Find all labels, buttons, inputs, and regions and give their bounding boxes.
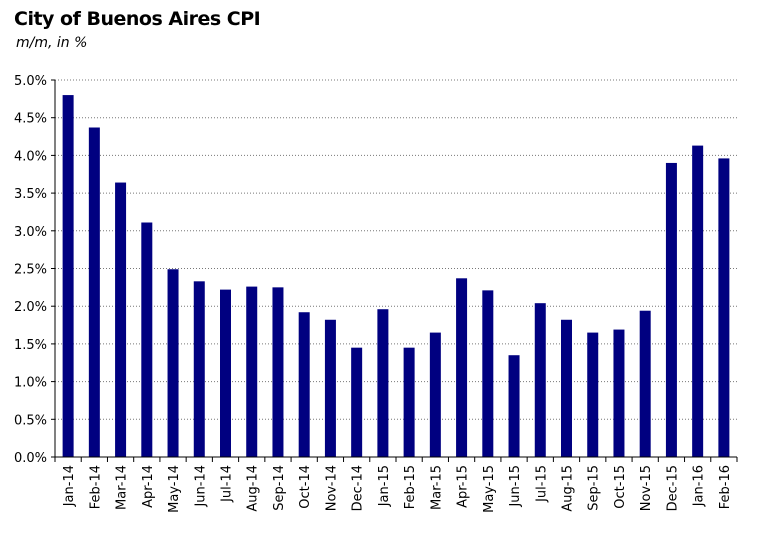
x-tick-label: Jan-16: [692, 465, 707, 507]
chart-title: City of Buenos Aires CPI: [14, 8, 261, 30]
x-tick-label: Apr-14: [141, 465, 156, 508]
y-tick-label: 3.5%: [14, 187, 47, 202]
bar-nov-15: [639, 310, 651, 457]
bar-feb-14: [88, 127, 100, 457]
gridlines: [55, 79, 737, 420]
bar-sep-15: [587, 332, 599, 457]
bar-aug-14: [246, 286, 258, 457]
x-tick-label: Jan-14: [62, 465, 77, 507]
x-tick-label: Jan-15: [377, 465, 392, 507]
bar-oct-15: [613, 329, 625, 457]
bar-jul-14: [220, 289, 231, 457]
bar-jun-14: [193, 281, 205, 457]
x-tick-label: May-14: [167, 465, 182, 513]
bar-may-14: [167, 269, 179, 457]
x-tick-label: Dec-14: [351, 465, 366, 511]
y-tick-label: 2.5%: [14, 263, 47, 278]
x-tick-label: Mar-15: [429, 465, 444, 510]
y-tick-label: 5.0%: [14, 74, 47, 89]
x-tick-label: Oct-14: [298, 465, 313, 509]
bar-may-15: [482, 290, 494, 457]
bar-jan-16: [692, 145, 704, 457]
x-tick-label: Apr-15: [456, 465, 471, 508]
x-tick-label: Jul-14: [220, 465, 235, 503]
x-tick-label: May-15: [482, 465, 497, 513]
y-tick-label: 4.0%: [14, 149, 47, 164]
bar-dec-14: [351, 347, 363, 457]
bar-jun-15: [508, 355, 520, 457]
bar-sep-14: [272, 287, 284, 457]
y-tick-label: 1.0%: [14, 376, 47, 391]
y-tick-label: 0.0%: [14, 451, 47, 466]
y-tick-label: 0.5%: [14, 413, 47, 428]
axes: [51, 79, 738, 462]
x-tick-label: Jun-14: [193, 465, 208, 508]
x-tick-label: Nov-14: [324, 465, 339, 511]
y-tick-labels: 0.0% 0.5% 1.0% 1.5% 2.0% 2.5% 3.0% 3.5% 4.0% 4.5%…: [14, 74, 47, 466]
x-tick-label: Jul-15: [534, 465, 549, 503]
y-tick-label: 2.0%: [14, 300, 47, 315]
y-tick-label: 1.5%: [14, 338, 47, 353]
x-tick-label: Mar-14: [115, 465, 130, 510]
x-tick-label: Sep-14: [272, 465, 287, 511]
x-tick-label: Dec-15: [665, 465, 680, 511]
x-tick-label: Nov-15: [639, 465, 654, 511]
bar-apr-14: [141, 222, 153, 457]
y-tick-label: 4.5%: [14, 112, 47, 127]
bar-jul-15: [534, 303, 546, 457]
bar-apr-15: [456, 278, 468, 457]
bar-jan-14: [62, 95, 74, 457]
x-tick-label: Feb-16: [718, 465, 733, 509]
x-tick-label: Sep-15: [587, 465, 602, 511]
bar-mar-14: [115, 182, 127, 457]
bars: [62, 95, 730, 457]
bar-nov-14: [324, 319, 336, 457]
bar-feb-15: [403, 347, 415, 457]
bar-feb-16: [718, 158, 730, 457]
bar-aug-15: [561, 319, 572, 457]
x-tick-label: Aug-15: [561, 465, 576, 512]
chart-subtitle: m/m, in %: [16, 35, 88, 51]
x-tick-label: Aug-14: [246, 465, 261, 512]
y-tick-label: 3.0%: [14, 225, 47, 240]
bar-mar-15: [429, 332, 441, 457]
x-tick-label: Feb-14: [88, 465, 103, 509]
x-tick-label: Jun-15: [508, 465, 523, 508]
bar-dec-15: [665, 162, 677, 457]
bar-jan-15: [377, 309, 389, 457]
x-tick-label: Oct-15: [613, 465, 628, 509]
bar-oct-14: [298, 312, 310, 457]
x-tick-label: Feb-15: [403, 465, 418, 509]
x-tick-labels: Jan-14 Feb-14 Mar-14 Apr-14 May-14 Jun-14 Jul-…: [62, 465, 733, 513]
